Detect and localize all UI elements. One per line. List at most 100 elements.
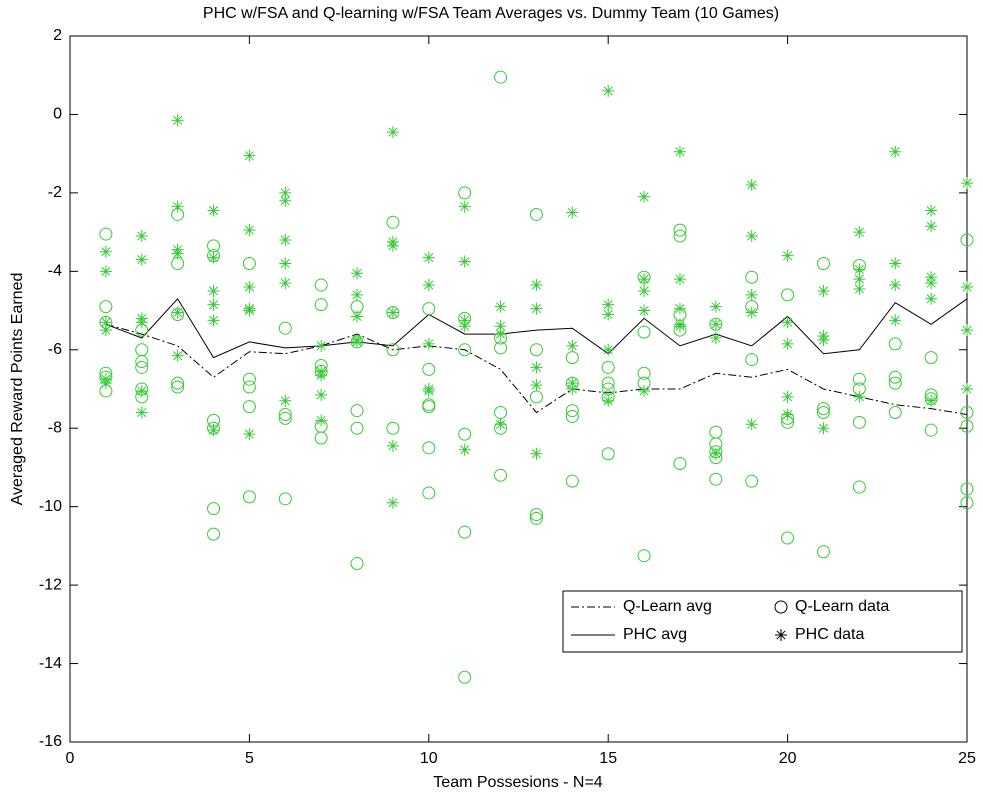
circle-marker bbox=[601, 376, 615, 390]
star-marker bbox=[99, 316, 112, 329]
circle-marker bbox=[852, 415, 866, 429]
star-marker bbox=[494, 418, 507, 431]
star-marker bbox=[422, 337, 435, 350]
star-marker bbox=[494, 328, 507, 341]
circle-marker bbox=[529, 508, 543, 522]
star-marker bbox=[243, 428, 256, 441]
star-marker bbox=[315, 339, 328, 352]
star-marker bbox=[530, 279, 543, 292]
circle-marker bbox=[709, 472, 723, 486]
avg-line bbox=[105, 323, 968, 415]
star-marker bbox=[745, 288, 758, 301]
star-marker bbox=[207, 251, 220, 264]
star-marker bbox=[135, 230, 148, 243]
star-marker bbox=[817, 333, 830, 346]
star-marker bbox=[458, 320, 471, 333]
circle-marker bbox=[422, 486, 436, 500]
circle-marker bbox=[960, 496, 974, 510]
star-marker bbox=[207, 314, 220, 327]
star-marker bbox=[781, 249, 794, 262]
star-marker bbox=[279, 394, 292, 407]
circle-marker bbox=[745, 353, 759, 367]
y-tick-label: -8 bbox=[48, 419, 62, 436]
circle-marker bbox=[350, 557, 364, 571]
star-marker bbox=[135, 406, 148, 419]
star-marker bbox=[602, 298, 615, 311]
circle-marker bbox=[924, 351, 938, 365]
circle-marker bbox=[350, 421, 364, 435]
star-marker bbox=[602, 394, 615, 407]
star-marker bbox=[745, 179, 758, 192]
legend-swatch bbox=[775, 629, 787, 641]
star-marker bbox=[386, 239, 399, 252]
circle-marker bbox=[852, 372, 866, 386]
star-marker bbox=[315, 388, 328, 401]
star-marker bbox=[99, 377, 112, 390]
star-marker bbox=[243, 149, 256, 162]
avg-line bbox=[105, 297, 968, 359]
circle-marker bbox=[422, 362, 436, 376]
circle-marker bbox=[673, 229, 687, 243]
circle-marker bbox=[171, 376, 185, 390]
circle-marker bbox=[673, 223, 687, 237]
star-marker bbox=[673, 273, 686, 286]
star-marker bbox=[853, 263, 866, 276]
legend-label: Q-Learn avg bbox=[623, 598, 712, 615]
star-marker bbox=[279, 186, 292, 199]
circle-marker bbox=[781, 531, 795, 545]
star-marker bbox=[961, 383, 973, 395]
circle-marker bbox=[781, 288, 795, 302]
star-marker bbox=[530, 447, 543, 460]
star-marker bbox=[279, 277, 292, 290]
circle-marker bbox=[601, 360, 615, 374]
circle-marker bbox=[960, 406, 974, 420]
x-tick-label: 25 bbox=[958, 750, 976, 767]
circle-marker bbox=[637, 325, 651, 339]
x-tick-label: 20 bbox=[779, 750, 797, 767]
star-marker bbox=[99, 324, 112, 337]
circle-marker bbox=[745, 474, 759, 488]
star-marker bbox=[566, 339, 579, 352]
star-marker bbox=[458, 200, 471, 213]
legend-label: Q-Learn data bbox=[795, 598, 889, 615]
star-marker bbox=[961, 324, 973, 337]
circle-marker bbox=[386, 215, 400, 229]
circle-marker bbox=[278, 492, 292, 506]
circle-marker bbox=[529, 207, 543, 221]
x-tick-label: 15 bbox=[599, 750, 617, 767]
circle-marker bbox=[924, 423, 938, 437]
star-marker bbox=[889, 279, 902, 292]
circle-marker bbox=[314, 298, 328, 312]
star-marker bbox=[351, 267, 364, 280]
star-marker bbox=[315, 414, 328, 427]
star-marker bbox=[171, 200, 184, 213]
circle-marker bbox=[242, 256, 256, 270]
x-tick-label: 0 bbox=[66, 750, 75, 767]
circle-marker bbox=[601, 447, 615, 461]
y-tick-label: -14 bbox=[39, 655, 62, 672]
star-marker bbox=[709, 318, 722, 331]
star-marker bbox=[673, 145, 686, 158]
star-marker bbox=[135, 316, 148, 329]
star-marker bbox=[817, 284, 830, 297]
circle-marker bbox=[529, 343, 543, 357]
star-marker bbox=[781, 337, 794, 350]
circle-marker bbox=[135, 360, 149, 374]
circle-marker bbox=[816, 402, 830, 416]
star-marker bbox=[243, 281, 256, 294]
circle-marker bbox=[529, 511, 543, 525]
star-marker bbox=[709, 300, 722, 313]
star-marker bbox=[745, 306, 758, 319]
star-marker bbox=[925, 394, 938, 407]
star-marker bbox=[135, 253, 148, 266]
star-marker bbox=[135, 384, 148, 397]
star-marker bbox=[207, 204, 220, 217]
star-marker bbox=[279, 233, 292, 246]
circle-marker bbox=[960, 233, 974, 247]
star-marker bbox=[566, 206, 579, 219]
star-marker bbox=[853, 226, 866, 239]
circle-marker bbox=[458, 186, 472, 200]
star-marker bbox=[530, 361, 543, 374]
y-tick-label: -4 bbox=[48, 263, 62, 280]
circle-marker bbox=[458, 427, 472, 441]
